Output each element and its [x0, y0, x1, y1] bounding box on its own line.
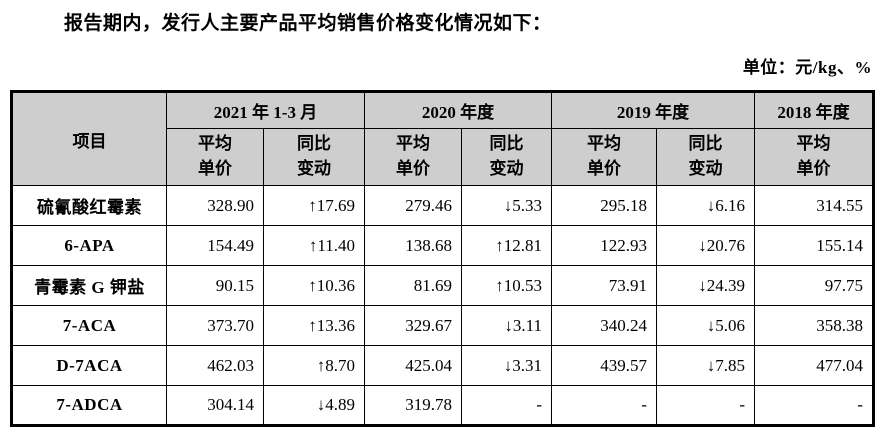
value-cell: -: [461, 385, 553, 426]
value-cell: 138.68: [364, 225, 463, 266]
value-cell: ↓6.16: [656, 185, 756, 226]
column-group-2021: 2021 年 1-3 月: [165, 91, 366, 129]
subheader-2021-yoy-change: 同比 变动: [262, 128, 366, 186]
value-cell: 155.14: [754, 225, 875, 266]
subheader-2019-yoy-change: 同比 变动: [656, 128, 756, 186]
value-cell: 90.15: [166, 265, 264, 306]
value-cell: ↑8.70: [262, 345, 366, 386]
subheader-2019-avg-price: 平均 单价: [551, 128, 658, 186]
value-cell: ↓5.06: [656, 305, 756, 346]
value-cell: ↓7.85: [656, 345, 756, 386]
value-cell: ↑12.81: [461, 225, 553, 266]
unit-label: 单位：元/kg、%: [742, 58, 872, 77]
product-name-cell: 6-APA: [11, 225, 167, 266]
column-header-item: 项目: [11, 91, 167, 186]
value-cell: ↑10.36: [262, 265, 366, 306]
value-cell: ↓3.31: [461, 345, 553, 386]
value-cell: 373.70: [166, 305, 264, 346]
value-cell: ↓24.39: [656, 265, 756, 306]
intro-paragraph: 报告期内，发行人主要产品平均销售价格变化情况如下：: [64, 13, 552, 34]
value-cell: 462.03: [166, 345, 264, 386]
value-cell: ↓5.33: [461, 185, 553, 226]
value-cell: 477.04: [754, 345, 875, 386]
product-name-cell: 硫氰酸红霉素: [11, 185, 167, 226]
value-cell: 439.57: [551, 345, 658, 386]
subheader-2020-yoy-change: 同比 变动: [461, 128, 553, 186]
value-cell: 81.69: [364, 265, 463, 306]
value-cell: 328.90: [166, 185, 264, 226]
product-name-cell: D-7ACA: [11, 345, 167, 386]
column-group-2018: 2018 年度: [754, 91, 875, 129]
value-cell: -: [656, 385, 756, 426]
value-cell: 304.14: [166, 385, 264, 426]
average-price-table: 项目 2021 年 1-3 月 2020 年度 2019 年度 2018 年度 …: [10, 90, 876, 427]
value-cell: 73.91: [551, 265, 658, 306]
value-cell: 154.49: [166, 225, 264, 266]
table-row: 7-ADCA 304.14 ↓4.89 319.78 - - - -: [11, 385, 875, 426]
value-cell: ↓3.11: [461, 305, 553, 346]
table-row: 7-ACA 373.70 ↑13.36 329.67 ↓3.11 340.24 …: [11, 305, 875, 346]
value-cell: ↑10.53: [461, 265, 553, 306]
value-cell: 319.78: [364, 385, 463, 426]
column-group-2020: 2020 年度: [364, 91, 553, 129]
table-row: D-7ACA 462.03 ↑8.70 425.04 ↓3.31 439.57 …: [11, 345, 875, 386]
value-cell: 340.24: [551, 305, 658, 346]
value-cell: -: [551, 385, 658, 426]
product-name-cell: 7-ADCA: [11, 385, 167, 426]
product-name-cell: 7-ACA: [11, 305, 167, 346]
value-cell: -: [754, 385, 875, 426]
header-sub-row: 平均 单价 同比 变动 平均 单价 同比 变动 平均 单价 同比 变动 平均 单…: [12, 128, 875, 186]
value-cell: 329.67: [364, 305, 463, 346]
value-cell: ↑11.40: [262, 225, 366, 266]
value-cell: 122.93: [551, 225, 658, 266]
value-cell: 314.55: [754, 185, 875, 226]
subheader-2021-avg-price: 平均 单价: [166, 128, 264, 186]
table-row: 6-APA 154.49 ↑11.40 138.68 ↑12.81 122.93…: [11, 225, 875, 266]
table-row: 青霉素 G 钾盐 90.15 ↑10.36 81.69 ↑10.53 73.91…: [11, 265, 875, 306]
column-group-2019: 2019 年度: [551, 91, 756, 129]
header-year-row: 项目 2021 年 1-3 月 2020 年度 2019 年度 2018 年度: [11, 91, 875, 186]
value-cell: 425.04: [364, 345, 463, 386]
value-cell: ↓20.76: [656, 225, 756, 266]
product-name-cell: 青霉素 G 钾盐: [11, 265, 167, 306]
value-cell: ↓4.89: [262, 385, 366, 426]
subheader-2018-avg-price: 平均 单价: [754, 128, 875, 186]
value-cell: ↑13.36: [262, 305, 366, 346]
value-cell: ↑17.69: [262, 185, 366, 226]
value-cell: 97.75: [754, 265, 875, 306]
value-cell: 295.18: [551, 185, 658, 226]
value-cell: 358.38: [754, 305, 875, 346]
table-row: 硫氰酸红霉素 328.90 ↑17.69 279.46 ↓5.33 295.18…: [11, 185, 875, 226]
value-cell: 279.46: [364, 185, 463, 226]
subheader-2020-avg-price: 平均 单价: [364, 128, 463, 186]
